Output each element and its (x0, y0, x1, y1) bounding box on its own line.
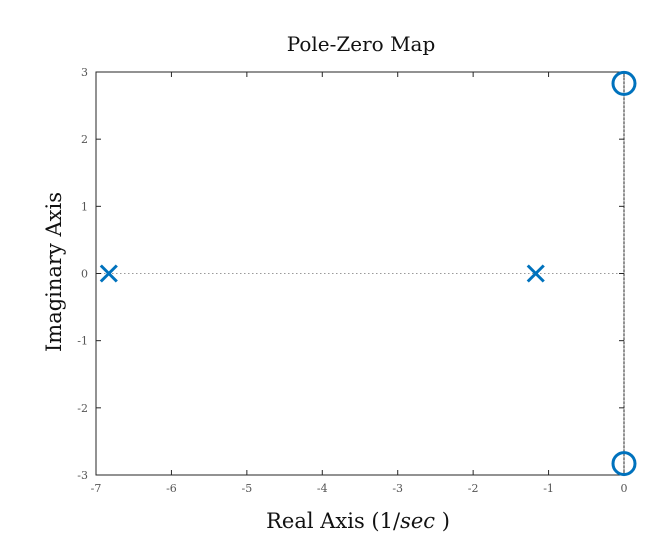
x-tick-label: -4 (317, 482, 328, 495)
pole-marker (99, 264, 118, 283)
pole-stroke (526, 264, 545, 283)
x-tick-label: -5 (241, 482, 252, 495)
y-axis-label: Imaginary Axis (42, 192, 66, 352)
y-tick-label: -3 (77, 469, 88, 482)
x-axis-label-text: Real Axis (1/ (266, 509, 401, 533)
x-tick-label: -3 (392, 482, 403, 495)
x-axis-label-unit: sec (400, 509, 435, 533)
y-tick-label: 3 (81, 66, 88, 79)
x-tick-label: -6 (166, 482, 177, 495)
zero-marker (611, 70, 637, 96)
x-tick-label: 0 (621, 482, 628, 495)
pole-marker (526, 264, 545, 283)
y-tick-label: -2 (77, 402, 88, 415)
chart-title: Pole-Zero Map (287, 32, 436, 56)
y-tick-label: 1 (81, 200, 88, 213)
y-tick-label: 2 (81, 133, 88, 146)
x-tick-label: -7 (91, 482, 102, 495)
y-tick-label: -1 (77, 335, 88, 348)
x-tick-label: -2 (468, 482, 479, 495)
zero-marker (611, 451, 637, 477)
x-tick-label: -1 (543, 482, 554, 495)
pole-stroke (99, 264, 118, 283)
axis-tick-labels: -7 -6 -5 -4 -3 -2 -1 0 -3 -2 -1 0 1 2 3 (77, 66, 627, 495)
pole-zero-markers (99, 70, 637, 477)
y-tick-label: 0 (81, 268, 88, 281)
x-axis-label: Real Axis (1/sec ) (266, 509, 450, 533)
x-axis-label-close: ) (435, 509, 450, 533)
